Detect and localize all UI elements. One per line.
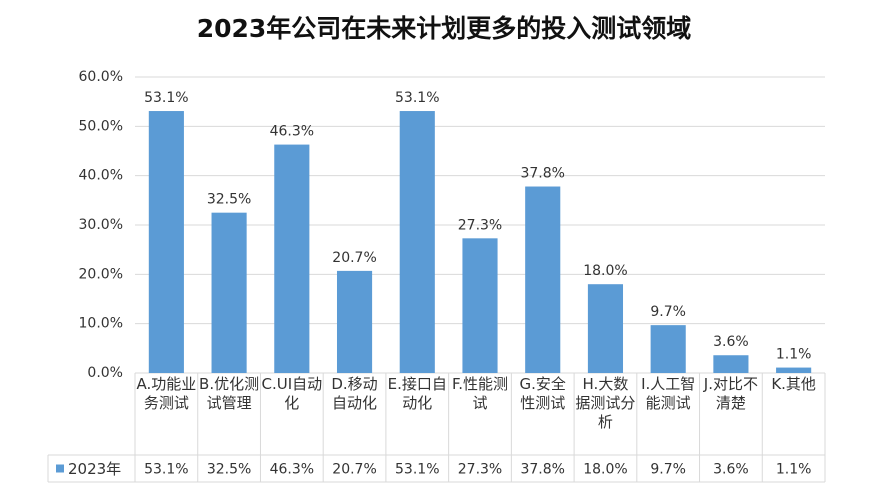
- data-label: 18.0%: [583, 263, 627, 279]
- data-label: 53.1%: [144, 90, 188, 106]
- x-tick-label: C.UI自动化: [261, 375, 323, 412]
- table-value: 32.5%: [207, 462, 251, 478]
- chart-title: 2023年公司在未来计划更多的投入测试领域: [197, 14, 692, 43]
- table-value: 3.6%: [713, 462, 749, 478]
- y-tick-label: 20.0%: [79, 266, 123, 282]
- data-label: 3.6%: [713, 334, 749, 350]
- x-tick-label: F.性能测试: [451, 375, 508, 412]
- legend-swatch: [56, 464, 64, 473]
- y-tick-label: 40.0%: [79, 168, 123, 184]
- table-value: 1.1%: [776, 462, 812, 478]
- x-tick-label: D.移动自动化: [331, 375, 378, 412]
- bar: [713, 355, 749, 373]
- bar: [776, 367, 812, 373]
- y-tick-label: 10.0%: [79, 316, 123, 332]
- x-tick-label: G.安全性测试: [519, 375, 566, 412]
- table-value: 53.1%: [395, 462, 439, 478]
- legend-label: 2023年: [68, 460, 121, 478]
- table-value: 18.0%: [583, 462, 627, 478]
- x-tick-label: B.优化测试管理: [199, 375, 260, 412]
- x-tick-label: J.对比不清楚: [703, 375, 758, 412]
- bar: [587, 284, 624, 373]
- y-tick-label: 50.0%: [79, 118, 123, 134]
- x-tick-label: E.接口自动化: [387, 375, 447, 412]
- data-label: 9.7%: [650, 304, 686, 320]
- bar: [650, 325, 686, 373]
- x-tick-label: I.人工智能测试: [641, 375, 696, 412]
- table-value: 46.3%: [270, 462, 314, 478]
- data-label: 53.1%: [395, 90, 439, 106]
- table-value: 9.7%: [650, 462, 686, 478]
- table-value: 27.3%: [458, 462, 502, 478]
- bar: [399, 111, 435, 373]
- table-value: 53.1%: [144, 462, 188, 478]
- data-label: 27.3%: [458, 217, 502, 233]
- data-label: 46.3%: [270, 124, 314, 140]
- data-label: 32.5%: [207, 192, 251, 208]
- x-tick-label: K.其他: [771, 375, 816, 393]
- bar: [525, 186, 561, 373]
- table-value: 20.7%: [332, 462, 376, 478]
- y-tick-label: 60.0%: [79, 69, 123, 85]
- data-label: 1.1%: [776, 347, 812, 363]
- bar: [274, 144, 310, 373]
- bar: [336, 270, 373, 373]
- x-tick-label: A.功能业务测试: [136, 375, 197, 412]
- data-label: 20.7%: [332, 250, 376, 266]
- y-tick-label: 30.0%: [79, 217, 123, 233]
- y-tick-label: 0.0%: [87, 365, 123, 381]
- table-value: 37.8%: [520, 462, 564, 478]
- bar: [148, 111, 184, 373]
- data-label: 37.8%: [520, 166, 564, 182]
- x-tick-label: H.大数据测试分析: [575, 375, 636, 431]
- bar: [211, 212, 247, 373]
- bar: [462, 238, 498, 373]
